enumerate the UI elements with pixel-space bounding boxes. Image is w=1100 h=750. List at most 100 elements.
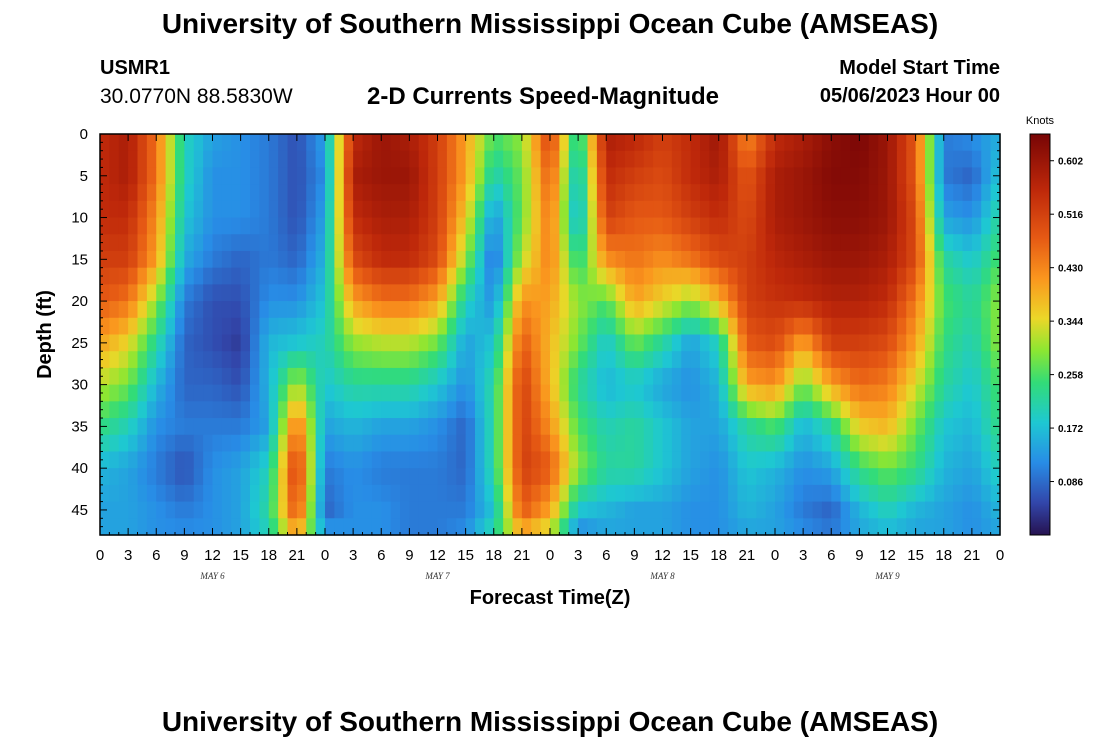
heatmap-cell [568,334,579,352]
heatmap-cell [700,217,710,235]
heatmap-cell [184,234,195,252]
heatmap-cell [634,401,645,419]
heatmap-cell [962,234,973,252]
heatmap-cell [812,418,823,436]
heatmap-cell [737,200,748,219]
heatmap-cell [512,284,523,302]
heatmap-cell [803,451,814,469]
heatmap-cell [390,418,401,436]
heatmap-cell [531,484,542,503]
heatmap-cell [615,217,626,235]
heatmap-cell [287,217,298,235]
heatmap-cell [868,217,879,235]
heatmap-cell [212,384,223,402]
heatmap-cell [615,418,626,436]
heatmap-cell [531,150,542,169]
model-start-label: Model Start Time [839,57,1000,79]
heatmap-cell [400,150,410,169]
heatmap-cell [390,250,401,269]
y-tick-label: 40 [71,460,88,477]
heatmap-cell [306,217,317,235]
heatmap-cell [437,351,448,369]
heatmap-cell [700,484,710,503]
colorbar-tick-label: 0.602 [1058,157,1083,168]
heatmap-cell [221,384,232,402]
heatmap-cell [334,518,345,536]
heatmap-cell [493,150,504,169]
heatmap-cell [231,234,242,252]
x-tick-label: 3 [349,547,357,564]
heatmap-cell [578,434,589,453]
heatmap-cell [821,134,832,152]
heatmap-cell [231,401,242,419]
heatmap-cell [456,384,467,402]
heatmap-cell [868,334,879,352]
heatmap-cell [484,518,495,536]
heatmap-cell [821,367,832,386]
y-tick-label: 15 [71,251,88,268]
heatmap-cell [756,250,767,269]
heatmap-cell [137,518,148,536]
heatmap-cell [906,301,917,319]
heatmap-cell [821,200,832,219]
heatmap-cell [118,200,129,219]
heatmap-cell [821,167,832,185]
heatmap-cell [175,167,185,185]
heatmap-cell [906,484,917,503]
heatmap-cell [240,250,251,269]
heatmap-cell [831,351,842,369]
heatmap-cell [765,468,776,486]
x-tick-label: 18 [710,547,727,564]
heatmap-cell [746,167,757,185]
heatmap-cell [803,167,814,185]
heatmap-cell [971,134,982,152]
heatmap-cell [615,134,626,152]
heatmap-cell [118,134,129,152]
heatmap-cell [100,200,110,219]
heatmap-cell [418,384,429,402]
heatmap-cell [746,184,757,202]
heatmap-cell [428,250,439,269]
heatmap-cell [371,351,382,369]
heatmap-cell [831,401,842,419]
heatmap-cell [371,200,382,219]
heatmap-cell [128,250,139,269]
heatmap-cell [540,434,551,453]
heatmap-cell [325,401,335,419]
heatmap-cell [578,150,589,169]
heatmap-cell [475,267,485,285]
heatmap-cell [409,150,420,169]
heatmap-cell [606,317,617,336]
heatmap-cell [559,384,570,402]
heatmap-cell [371,418,382,436]
heatmap-cell [165,234,176,252]
heatmap-cell [381,184,392,202]
heatmap-cell [662,351,673,369]
heatmap-cell [793,150,804,169]
heatmap-cell [437,451,448,469]
heatmap-cell [428,401,439,419]
heatmap-cell [896,217,907,235]
heatmap-cell [615,384,626,402]
heatmap-cell [503,418,514,436]
heatmap-cell [775,351,785,369]
heatmap-cell [925,484,935,503]
heatmap-cell [887,334,898,352]
heatmap-cell [559,501,570,519]
heatmap-cell [278,234,289,252]
heatmap-cell [475,250,485,269]
heatmap-cell [784,518,795,536]
heatmap-cell [381,317,392,336]
heatmap-cell [409,267,420,285]
heatmap-cell [540,367,551,386]
heatmap-cell [156,518,167,536]
heatmap-cell [240,518,251,536]
heatmap-cell [353,418,364,436]
heatmap-cell [146,150,157,169]
heatmap-cell [428,434,439,453]
heatmap-cell [465,234,476,252]
heatmap-cell [887,200,898,219]
heatmap-cell [465,367,476,386]
heatmap-cell [878,234,889,252]
heatmap-cell [925,451,935,469]
